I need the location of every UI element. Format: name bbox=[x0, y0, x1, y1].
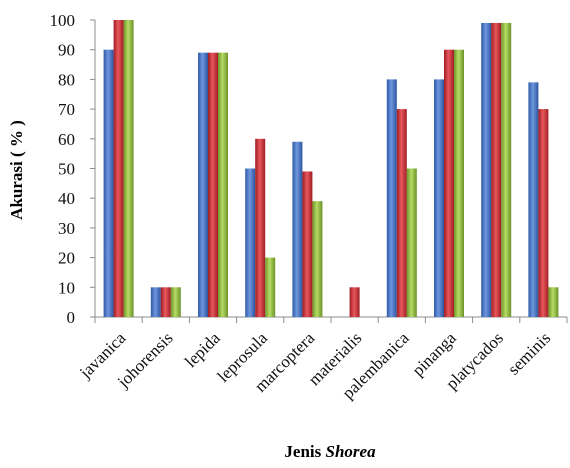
bar-johorensis-3 bbox=[170, 287, 181, 317]
bar-pinanga-3 bbox=[454, 49, 464, 317]
bar-seminis-1 bbox=[528, 82, 539, 318]
y-tick-labels: 0 10 20 30 40 50 60 70 80 90 100 bbox=[50, 11, 76, 327]
y-tick-label: 60 bbox=[58, 130, 75, 149]
bar-platycados-2 bbox=[491, 22, 502, 317]
bar-lepida-3 bbox=[218, 52, 228, 318]
bars bbox=[103, 20, 559, 318]
bar-marcoptera-1 bbox=[292, 141, 303, 317]
x-axis-title-prefix: Jenis bbox=[284, 442, 325, 461]
x-axis bbox=[94, 316, 568, 323]
bar-lepida-2 bbox=[208, 52, 218, 318]
x-category-label: seminis bbox=[504, 328, 554, 378]
bar-leprosula-3 bbox=[265, 257, 276, 317]
y-tick-label: 10 bbox=[58, 278, 75, 297]
y-axis bbox=[90, 19, 96, 318]
bar-palembanica-3 bbox=[406, 168, 417, 317]
bar-seminis-2 bbox=[538, 109, 549, 317]
y-tick-label: 30 bbox=[58, 219, 75, 238]
bar-johorensis-1 bbox=[150, 287, 161, 317]
bar-johorensis-2 bbox=[160, 287, 171, 317]
y-tick-label: 50 bbox=[58, 160, 75, 179]
bar-javanica-3 bbox=[123, 20, 134, 317]
y-tick-label: 40 bbox=[58, 189, 75, 208]
bar-platycados-1 bbox=[481, 22, 492, 317]
bar-javanica-1 bbox=[103, 49, 114, 317]
y-tick-label: 70 bbox=[58, 100, 75, 119]
bar-palembanica-2 bbox=[396, 109, 407, 317]
y-tick-label: 100 bbox=[50, 11, 76, 30]
x-category-label: lepida bbox=[181, 328, 224, 371]
bar-leprosula-2 bbox=[255, 138, 266, 317]
x-axis-title-genus: Shorea bbox=[326, 442, 377, 461]
bar-marcoptera-3 bbox=[312, 201, 323, 317]
bar-palembanica-1 bbox=[386, 79, 397, 318]
y-tick-label: 0 bbox=[67, 308, 76, 327]
y-tick-label: 80 bbox=[58, 70, 75, 89]
bar-materialis-2 bbox=[349, 287, 360, 317]
y-tick-label: 20 bbox=[58, 249, 75, 268]
bar-marcoptera-2 bbox=[302, 171, 313, 317]
bar-seminis-3 bbox=[548, 287, 559, 317]
bar-leprosula-1 bbox=[245, 168, 256, 317]
x-axis-title: Jenis Shorea bbox=[284, 442, 376, 461]
bar-javanica-2 bbox=[113, 20, 124, 317]
y-tick-label: 90 bbox=[58, 41, 75, 60]
bar-pinanga-1 bbox=[434, 79, 444, 318]
y-axis-title: Akurasi ( % ) bbox=[7, 120, 26, 220]
bar-pinanga-2 bbox=[444, 49, 454, 317]
bar-lepida-1 bbox=[198, 52, 208, 318]
bar-platycados-3 bbox=[501, 22, 512, 317]
